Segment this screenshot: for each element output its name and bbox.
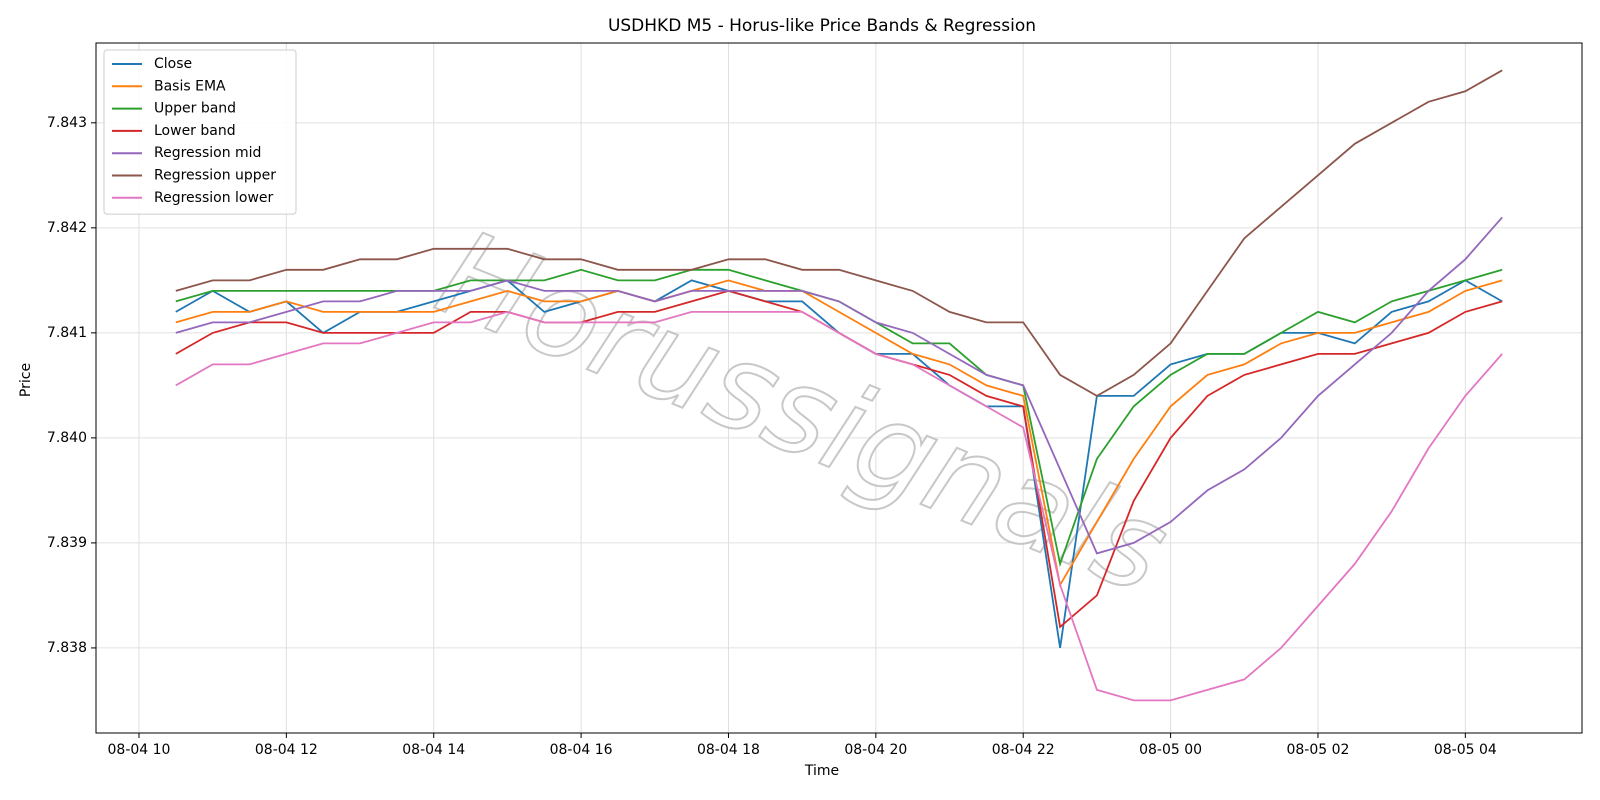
series-line [175,279,1503,588]
x-tick-label: 08-04 14 [402,742,465,758]
x-tick-label: 08-05 04 [1434,742,1497,758]
series-line [175,310,1503,702]
x-tick-label: 08-05 02 [1286,742,1349,758]
y-tick-label: 7.842 [47,220,87,236]
y-axis-label: Price [18,363,34,397]
legend-label: Lower band [154,123,236,139]
legend-label: Basis EMA [154,78,226,94]
legend-label: Regression mid [154,145,261,161]
y-tick-label: 7.843 [47,115,87,131]
y-tick-label: 7.841 [47,325,87,341]
legend-label: Regression lower [154,190,274,206]
x-axis-label: Time [804,763,839,779]
x-tick-label: 08-04 16 [550,742,613,758]
y-tick-label: 7.838 [47,640,87,656]
x-tick-label: 08-04 10 [108,742,171,758]
y-tick-label: 7.839 [47,535,87,551]
y-tick-label: 7.840 [47,430,87,446]
x-tick-label: 08-04 18 [697,742,760,758]
watermark: Horussignals [420,204,1185,621]
x-tick-label: 08-04 12 [255,742,318,758]
plot-frame [95,42,1583,734]
series-line [175,216,1503,555]
legend-box [103,49,297,215]
series-line [175,69,1503,397]
chart-title: USDHKD M5 - Horus-like Price Bands & Reg… [608,16,1036,36]
x-tick-label: 08-05 00 [1139,742,1202,758]
legend-label: Upper band [154,101,236,117]
x-tick-label: 08-04 22 [992,742,1055,758]
legend-label: Close [154,56,192,72]
x-tick-label: 08-04 20 [844,742,907,758]
legend-label: Regression upper [154,168,276,184]
